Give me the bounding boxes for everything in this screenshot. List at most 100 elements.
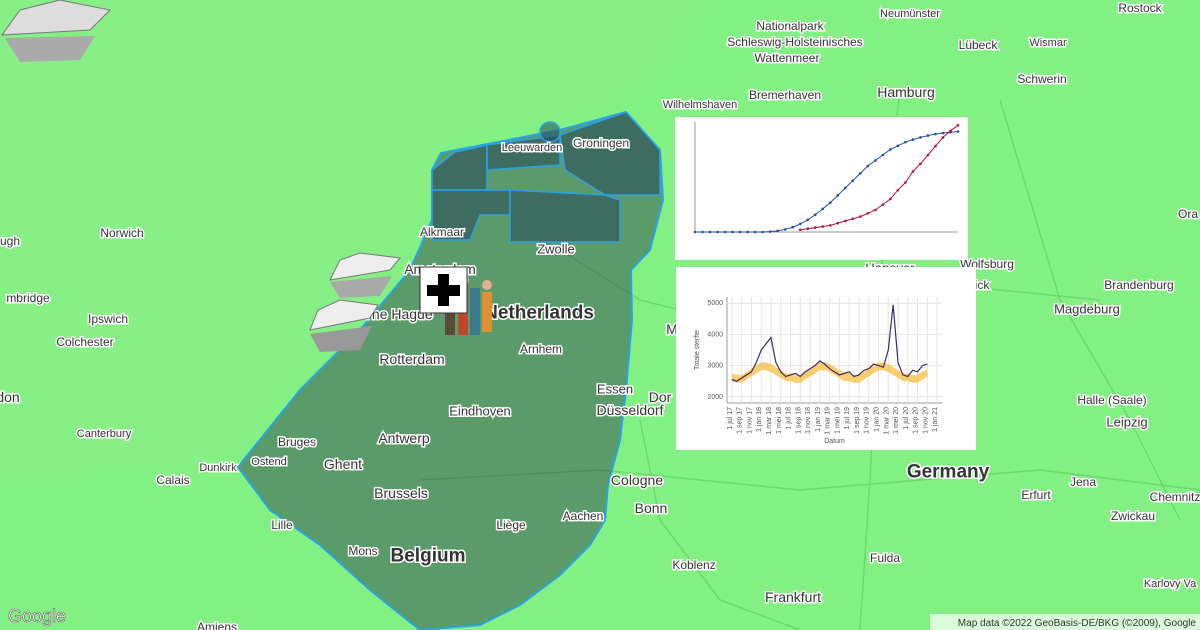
x-tick-label: 1 sep 18	[795, 407, 802, 434]
x-tick-label: 1 jul 20	[903, 407, 910, 430]
series-point	[791, 225, 794, 229]
x-tick-label: 1 jul 18	[786, 407, 793, 430]
place-label: Mons	[348, 544, 377, 558]
plus-icon[interactable]	[419, 266, 468, 314]
series-point	[874, 159, 877, 162]
place-label: Eindhoven	[449, 404, 510, 419]
series-point	[813, 226, 817, 229]
series-point	[828, 224, 832, 227]
x-tick-label: 1 sep 19	[854, 407, 861, 434]
place-label: Neumünster	[880, 8, 940, 20]
series-point	[813, 213, 817, 217]
series-point	[941, 131, 945, 135]
place-label: Karlovy Va	[1144, 578, 1197, 590]
place-label: mbridge	[6, 291, 50, 305]
place-label: Amiens	[197, 620, 237, 630]
inset-chart-cumulative	[675, 117, 968, 260]
series-point	[843, 219, 847, 223]
attribution: Map data ©2022 GeoBasis-DE/BKG (©2009), …	[958, 618, 1197, 629]
x-tick-label: 1 sep 17	[737, 407, 744, 434]
place-label: Colchester	[56, 335, 113, 349]
place-label: Bruges	[278, 435, 316, 449]
place-label: Belgium	[391, 546, 466, 567]
series-point	[934, 132, 937, 136]
x-tick-label: 1 nov 18	[805, 407, 812, 434]
place-label: Rostock	[1118, 1, 1162, 15]
place-label: Dor	[649, 389, 672, 405]
y-tick-label: 3000	[707, 363, 723, 370]
series-point	[731, 230, 734, 234]
place-label: Liège	[496, 518, 526, 532]
place-label: The Hague	[363, 306, 432, 322]
series-point	[776, 229, 779, 233]
x-tick-label: 1 nov 19	[864, 407, 871, 434]
x-tick-label: 1 mei 19	[834, 407, 841, 434]
series-point	[881, 153, 885, 157]
place-label: Bremerhaven	[749, 88, 821, 102]
place-label: Chemnitz	[1150, 490, 1200, 504]
series-point	[701, 230, 704, 234]
series-point	[956, 130, 960, 133]
series-point	[806, 218, 810, 222]
x-tick-label: 1 mei 20	[893, 407, 900, 434]
series-point	[843, 186, 847, 190]
series-point	[716, 230, 719, 234]
place-label: Aachen	[563, 509, 604, 523]
place-label: Groningen	[573, 136, 629, 150]
series-point	[746, 230, 749, 234]
place-label: Wattenmeer	[755, 51, 820, 65]
place-label: Leeuwarden	[502, 142, 563, 154]
series-point	[768, 230, 772, 233]
place-label: Koblenz	[672, 558, 715, 572]
series-point	[934, 144, 937, 148]
place-label: Netherlands	[484, 303, 594, 324]
place-label: Norwich	[100, 226, 143, 240]
series-point	[836, 221, 840, 225]
place-label: Lille	[271, 518, 293, 532]
provinces	[431, 111, 661, 243]
series-point	[851, 179, 855, 182]
place-label: Cologne	[611, 472, 663, 488]
y-tick-label: 2000	[707, 394, 723, 401]
series-line	[800, 124, 959, 231]
place-label: Brandenburg	[1104, 278, 1173, 292]
place-label: Ostend	[251, 456, 286, 468]
series-point	[693, 230, 697, 234]
series-line	[731, 304, 928, 382]
series-point	[738, 230, 742, 234]
attribution-bg	[930, 614, 1200, 630]
place-label: Germany	[907, 462, 990, 483]
series-point	[866, 212, 870, 215]
place-label: M	[666, 321, 678, 337]
place-label: Rotterdam	[379, 351, 444, 367]
x-tick-label: 1 mei 18	[776, 407, 783, 434]
place-label: Jena	[1070, 475, 1096, 489]
series-point	[919, 136, 922, 139]
series-point	[919, 162, 922, 166]
place-label: Calais	[156, 473, 189, 487]
place-label: Ora	[1178, 207, 1198, 221]
series-point	[904, 140, 907, 144]
x-tick-label: 1 jan 20	[873, 407, 880, 432]
series-point	[926, 153, 930, 157]
series-point	[926, 134, 930, 137]
place-label: Nationalpark	[756, 19, 824, 33]
x-tick-label: 1 mar 20	[883, 407, 890, 435]
series-point	[941, 136, 945, 139]
series-point	[904, 181, 907, 184]
series-point	[708, 230, 712, 234]
y-tick-label: 5000	[707, 300, 723, 307]
series-point	[798, 228, 802, 232]
place-label: Frankfurt	[765, 589, 821, 605]
x-tick-label: 1 nov 20	[922, 407, 929, 434]
series-point	[859, 172, 862, 175]
y-axis-label: Totale sterfte	[694, 330, 701, 370]
place-label: Halle (Saale)	[1077, 393, 1146, 407]
place-label: Zwickau	[1111, 509, 1155, 523]
place-label: Ipswich	[88, 312, 128, 326]
place-label: Canterbury	[77, 428, 132, 440]
series-point	[859, 215, 862, 218]
place-label: Düsseldorf	[597, 402, 664, 418]
